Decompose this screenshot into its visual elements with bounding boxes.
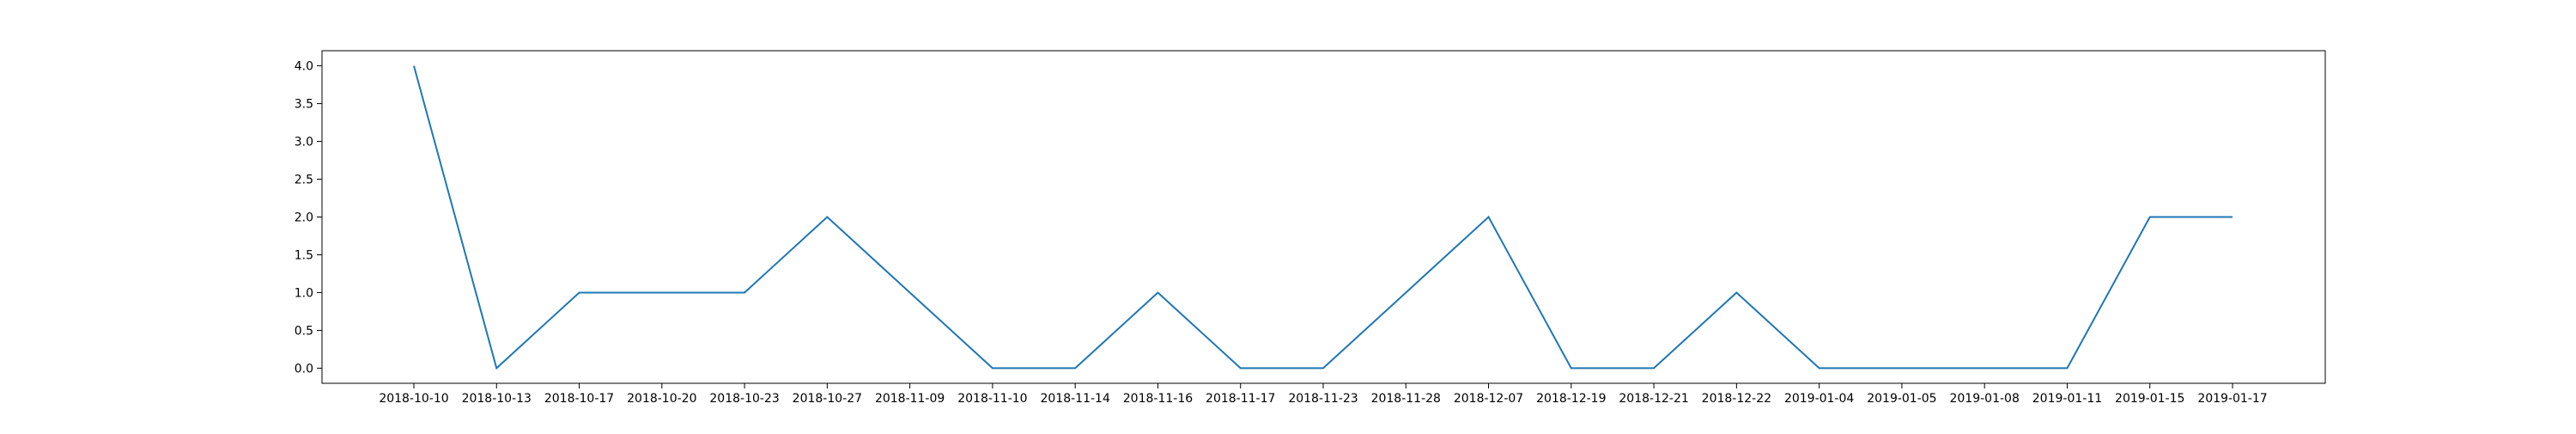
- x-axis: 2018-10-10 2018-10-13 2018-10-17 2018-10-20…: [379, 383, 2268, 406]
- x-tick-label: 2018-11-17: [1206, 392, 1275, 406]
- x-tick-label: 2019-01-08: [1949, 392, 2019, 406]
- x-tick-label: 2018-11-10: [957, 392, 1027, 406]
- x-tick-label: 2018-10-17: [544, 392, 614, 406]
- y-axis: 0.0 0.5 1.0 1.5 2.0 2.5 3.0 3.5 4.0: [295, 60, 322, 376]
- x-tick-label: 2018-12-21: [1619, 392, 1688, 406]
- x-tick-label: 2018-10-13: [462, 392, 532, 406]
- y-tick-label: 4.0: [295, 60, 313, 74]
- y-tick-label: 1.0: [295, 286, 313, 300]
- x-tick-label: 2018-10-20: [627, 392, 696, 406]
- x-tick-label: 2018-11-09: [875, 392, 945, 406]
- y-tick-label: 0.5: [295, 324, 313, 338]
- x-tick-label: 2019-01-15: [2115, 392, 2184, 406]
- x-tick-label: 2019-01-05: [1867, 392, 1936, 406]
- y-tick-label: 3.0: [295, 136, 313, 150]
- x-tick-label: 2018-10-23: [709, 392, 779, 406]
- x-tick-label: 2019-01-17: [2197, 392, 2267, 406]
- x-tick-label: 2019-01-04: [1784, 392, 1854, 406]
- y-tick-label: 2.0: [295, 211, 313, 225]
- x-tick-label: 2018-12-19: [1536, 392, 1606, 406]
- series-line: [413, 65, 2233, 370]
- x-tick-label: 2018-12-22: [1702, 392, 1771, 406]
- x-tick-label: 2018-11-28: [1371, 392, 1441, 406]
- x-tick-label: 2018-11-14: [1040, 392, 1109, 406]
- y-tick-label: 3.5: [295, 98, 313, 112]
- plot-frame: [321, 50, 2326, 384]
- x-tick-label: 2018-10-10: [379, 392, 448, 406]
- y-tick-label: 1.5: [295, 248, 313, 262]
- x-tick-label: 2018-11-23: [1288, 392, 1358, 406]
- x-tick-label: 2018-10-27: [793, 392, 862, 406]
- y-tick-label: 2.5: [295, 174, 313, 187]
- plot-lines: [413, 65, 2233, 370]
- x-tick-label: 2018-11-16: [1123, 392, 1193, 406]
- x-tick-label: 2018-12-07: [1454, 392, 1523, 406]
- y-tick-label: 0.0: [295, 362, 313, 376]
- x-tick-label: 2019-01-11: [2032, 392, 2102, 406]
